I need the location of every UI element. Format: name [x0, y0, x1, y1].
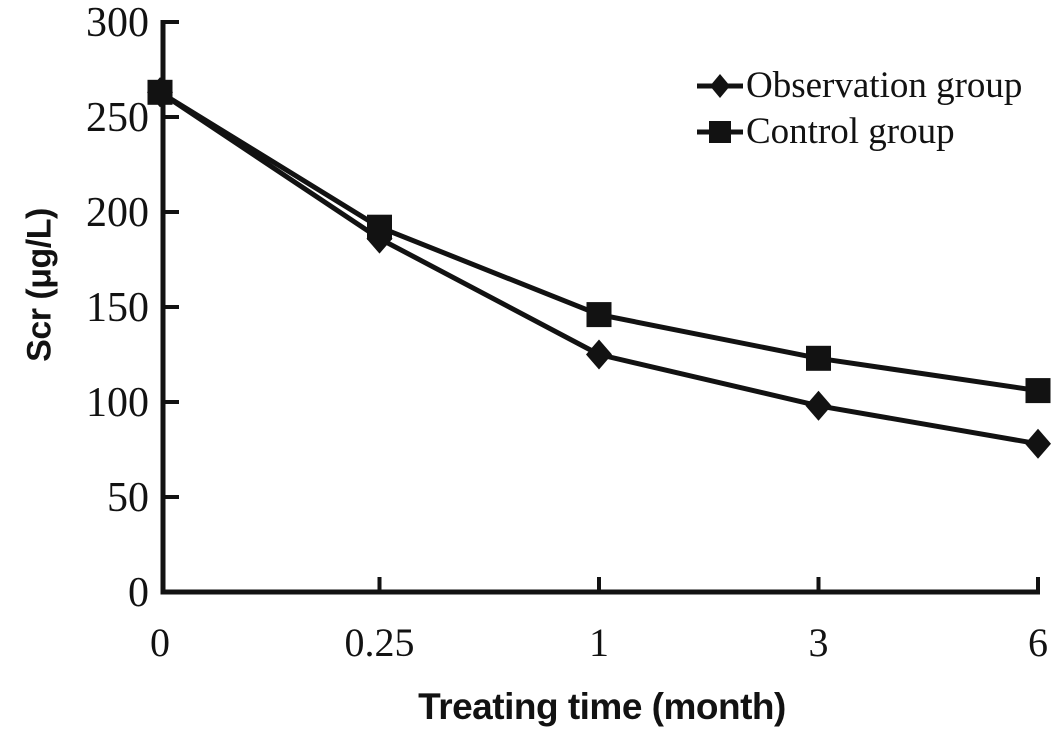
y-tick-label: 250	[86, 95, 149, 141]
x-tick-label: 1	[589, 620, 609, 665]
y-tick-label: 50	[107, 475, 149, 521]
diamond-marker-icon	[697, 73, 743, 98]
square-marker-icon	[697, 120, 743, 143]
y-tick-label: 150	[86, 285, 149, 331]
data-point-control-group	[367, 214, 392, 240]
y-tick-label: 300	[86, 0, 149, 46]
legend-label-observation-group: Observation group	[746, 65, 1023, 106]
x-tick-label: 0.25	[345, 620, 415, 665]
y-tick-label: 100	[86, 380, 149, 426]
data-point-observation-group	[586, 339, 612, 370]
data-point-observation-group	[805, 390, 832, 421]
data-point-control-group	[806, 345, 831, 371]
chart-legend: Observation group Control group	[696, 64, 1022, 153]
data-point-control-group	[586, 302, 612, 328]
data-point-observation-group	[1025, 428, 1051, 459]
x-tick-label: 3	[809, 620, 829, 665]
legend-item-control-group: Control group	[696, 110, 1022, 153]
x-tick-label: 0	[150, 620, 170, 665]
x-tick-label: 6	[1028, 620, 1048, 665]
legend-item-observation-group: Observation group	[696, 64, 1022, 107]
data-point-control-group	[1025, 378, 1051, 404]
y-axis-title: Scr (μg/L)	[20, 208, 59, 362]
y-tick-label: 0	[128, 570, 149, 616]
x-axis-title: Treating time (month)	[418, 686, 786, 727]
data-point-control-group	[147, 79, 173, 105]
y-tick-label: 200	[86, 190, 149, 236]
legend-label-control-group: Control group	[746, 111, 955, 152]
